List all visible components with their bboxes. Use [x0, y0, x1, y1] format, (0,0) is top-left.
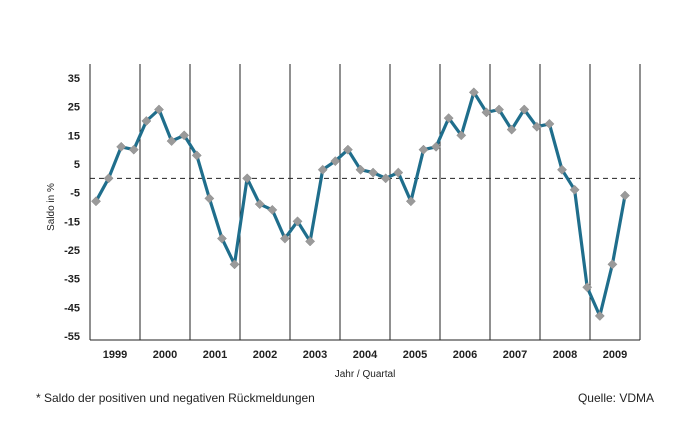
data-point-marker	[405, 196, 416, 207]
x-tick-label: 2007	[503, 349, 527, 361]
data-point-marker	[204, 193, 215, 204]
y-tick-label: -45	[64, 302, 80, 314]
data-point-marker	[468, 87, 479, 98]
x-tick-label: 2002	[253, 349, 277, 361]
y-tick-label: -25	[64, 245, 80, 257]
x-tick-label: 2003	[303, 349, 327, 361]
y-axis-title: Saldo in %	[46, 183, 57, 231]
data-point-marker	[481, 107, 492, 118]
y-tick-label: 5	[74, 159, 80, 171]
data-point-marker	[305, 236, 316, 247]
data-point-marker	[103, 173, 114, 184]
data-point-marker	[267, 204, 278, 215]
x-tick-label: 1999	[103, 349, 127, 361]
data-point-marker	[191, 150, 202, 161]
data-point-marker	[342, 144, 353, 155]
data-point-marker	[519, 104, 530, 115]
data-point-marker	[456, 130, 467, 141]
data-point-marker	[317, 164, 328, 175]
y-tick-label: 25	[68, 102, 80, 114]
y-tick-label: -55	[64, 331, 80, 343]
data-point-marker	[154, 104, 164, 115]
data-point-marker	[443, 113, 454, 124]
x-tick-label: 2004	[353, 349, 378, 361]
data-point-marker	[292, 216, 303, 227]
x-tick-label: 2008	[553, 349, 577, 361]
data-point-marker	[216, 233, 227, 244]
data-point-marker	[506, 124, 517, 135]
data-point-marker	[242, 173, 253, 184]
data-point-marker	[607, 259, 618, 270]
x-tick-label: 2006	[453, 349, 477, 361]
series-line	[94, 90, 627, 318]
data-point-marker	[254, 199, 265, 210]
y-tick-label: -5	[70, 188, 80, 200]
data-point-marker	[279, 233, 290, 244]
data-point-marker	[330, 156, 341, 167]
footnote: * Saldo der positiven und negativen Rück…	[36, 391, 315, 405]
data-point-marker	[431, 141, 442, 152]
y-tick-label: -35	[64, 274, 80, 286]
data-point-marker	[116, 141, 127, 152]
y-tick-label: 15	[68, 130, 80, 142]
data-point-marker	[557, 164, 567, 175]
data-point-marker	[368, 167, 379, 178]
data-point-marker	[393, 167, 404, 178]
data-point-marker	[91, 196, 101, 207]
data-point-marker	[229, 259, 240, 270]
data-point-marker	[494, 104, 505, 115]
data-point-marker	[544, 118, 555, 129]
data-point-marker	[531, 121, 542, 132]
x-tick-label: 2000	[153, 349, 177, 361]
data-point-marker	[166, 136, 177, 147]
data-point-marker	[355, 164, 366, 175]
x-tick-label: 2005	[403, 349, 427, 361]
x-axis-title: Jahr / Quartal	[335, 369, 396, 380]
x-tick-label: 2001	[203, 349, 227, 361]
x-tick-label: 2009	[603, 349, 627, 361]
data-point-marker	[582, 282, 593, 293]
data-point-marker	[594, 310, 605, 321]
data-point-marker	[141, 116, 152, 126]
source-label: Quelle: VDMA	[577, 391, 654, 405]
data-point-marker	[380, 173, 391, 184]
data-point-marker	[620, 190, 630, 201]
data-point-marker	[418, 144, 429, 155]
y-tick-label: 35	[68, 73, 80, 85]
data-point-marker	[569, 184, 580, 195]
y-tick-label: -15	[64, 216, 80, 228]
data-point-marker	[128, 144, 139, 155]
data-point-marker	[179, 130, 190, 141]
